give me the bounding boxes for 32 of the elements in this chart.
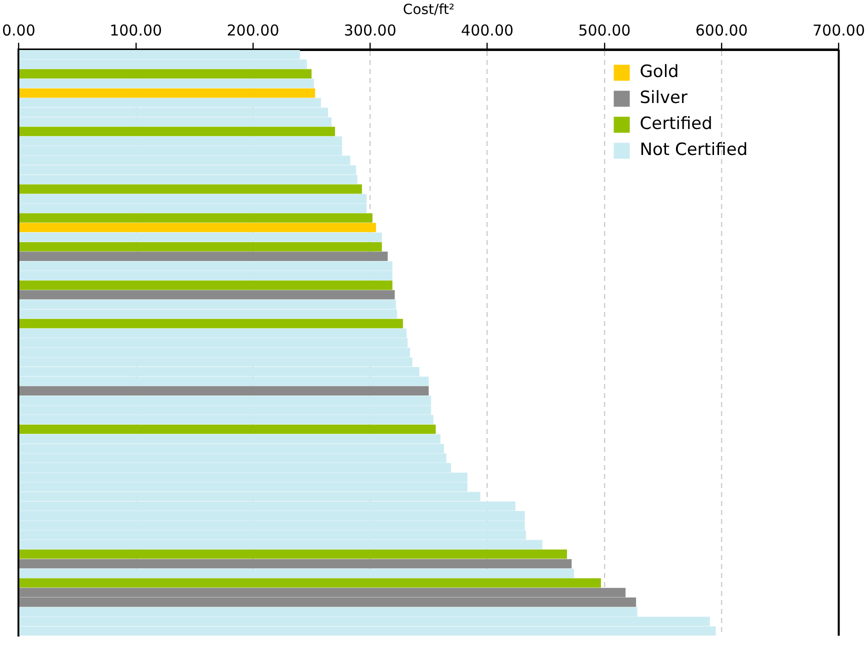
bar [19,290,395,300]
x-tick-label: 0.00 [2,22,36,40]
legend-label: Certified [640,114,712,134]
bar [19,578,601,588]
x-tick-label: 600.00 [695,22,748,40]
bar [19,232,382,242]
bar [19,88,316,98]
bar [19,222,376,232]
bar [19,78,314,88]
x-tick-label: 400.00 [461,22,514,40]
x-tick-label: 700.00 [812,22,866,40]
bar [19,184,362,194]
bar [19,242,382,252]
legend-label: Gold [640,62,679,82]
x-tick-label: 200.00 [226,22,280,40]
x-tick-label: 100.00 [110,22,162,40]
x-tick-label: 300.00 [344,22,396,40]
bar [19,559,572,568]
bar [19,424,436,434]
bar [19,549,567,559]
x-tick-label: 500.00 [578,22,631,40]
bar [19,386,429,396]
x-axis-title: Cost/ft² [402,2,455,18]
bar [19,252,388,261]
bar [19,280,392,290]
bar [19,568,574,578]
bar [19,318,403,328]
legend-label: Silver [640,88,688,108]
bar [19,126,336,136]
bar [19,69,312,78]
bar [19,213,372,223]
legend-label: Not Certified [640,140,748,160]
